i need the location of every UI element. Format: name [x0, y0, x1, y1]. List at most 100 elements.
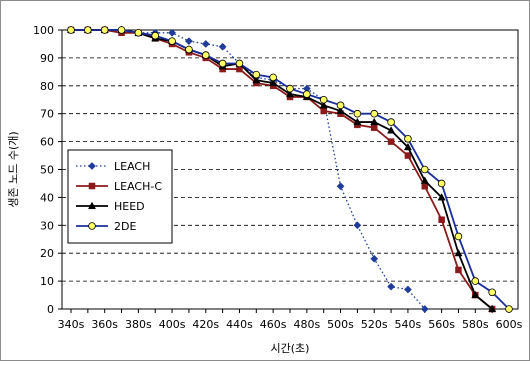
- data-point-2de: [303, 90, 311, 98]
- data-point-heed: [387, 126, 396, 134]
- data-point-2de: [404, 135, 412, 143]
- data-point-2de: [420, 165, 429, 174]
- x-axis-ticks: 340s 360s 380s 400s 420s 440s 460s 480s 500s 520s…: [58, 309, 523, 331]
- series-2de: [67, 26, 513, 313]
- data-point-leach: [403, 285, 412, 294]
- legend-label-heed: HEED: [114, 200, 145, 213]
- y-tick-label: 80: [40, 80, 54, 93]
- legend-marker-heed: [87, 201, 97, 210]
- y-tick-label: 0: [47, 303, 54, 316]
- data-point-2de: [286, 84, 294, 93]
- data-point-leach: [184, 37, 193, 46]
- y-axis-label: 생존 노드 수(개): [7, 131, 20, 207]
- data-point-leach-c: [455, 266, 462, 274]
- data-point-leach: [387, 282, 396, 291]
- data-point-2de: [168, 37, 176, 45]
- data-point-leach: [218, 42, 227, 51]
- series-line-leach: [71, 29, 426, 310]
- legend-label-leach-c: LEACH-C: [114, 180, 162, 193]
- data-point-2de: [269, 73, 277, 82]
- x-tick-label: 420s: [192, 318, 219, 331]
- data-point-heed: [403, 142, 412, 151]
- x-tick-label: 400s: [159, 318, 186, 331]
- data-point-heed: [437, 193, 446, 201]
- data-point-heed: [454, 248, 463, 257]
- y-tick-label: 10: [40, 275, 54, 288]
- y-tick-label: 20: [40, 247, 54, 260]
- data-point-2de: [84, 26, 92, 34]
- legend-marker-leach: [88, 162, 96, 170]
- data-point-2de: [235, 59, 244, 68]
- x-tick-label: 480s: [293, 318, 320, 331]
- data-point-2de: [437, 179, 446, 188]
- data-point-2de: [488, 288, 496, 297]
- legend-marker-leach-c: [88, 182, 96, 190]
- data-point-leach-c: [421, 182, 429, 190]
- data-point-2de: [370, 109, 379, 118]
- x-tick-label: 340s: [58, 318, 85, 331]
- data-point-heed: [370, 117, 379, 126]
- data-point-2de: [252, 70, 261, 79]
- series-layer: [66, 25, 513, 313]
- data-point-leach: [201, 39, 210, 48]
- data-point-heed: [336, 106, 345, 114]
- data-point-leach-c: [320, 107, 327, 115]
- y-tick-label: 60: [40, 136, 54, 149]
- y-tick-label: 50: [40, 164, 54, 177]
- data-point-2de: [100, 26, 109, 34]
- data-point-2de: [185, 45, 193, 54]
- x-tick-label: 600s: [496, 318, 523, 331]
- legend-marker-2de: [88, 222, 96, 230]
- data-point-2de: [134, 28, 143, 37]
- data-point-2de: [471, 277, 480, 285]
- x-tick-label: 500s: [327, 318, 354, 331]
- data-point-leach: [353, 221, 362, 230]
- data-point-leach-c: [438, 216, 445, 223]
- x-tick-label: 460s: [260, 318, 287, 331]
- data-point-leach: [420, 305, 429, 313]
- data-point-2de: [319, 95, 328, 104]
- data-point-leach: [370, 254, 379, 263]
- data-point-leach-c: [404, 152, 412, 159]
- data-point-heed: [471, 290, 480, 299]
- legend-label-leach: LEACH: [114, 160, 150, 173]
- legend-label-2de: 2DE: [114, 220, 136, 233]
- y-tick-label: 100: [33, 24, 54, 37]
- x-tick-label: 440s: [226, 318, 253, 331]
- x-tick-label: 580s: [462, 318, 489, 331]
- y-axis-ticks: 0 10 20 30 40 50 60 70 80 90 100: [33, 24, 62, 316]
- y-tick-label: 40: [40, 191, 54, 204]
- data-point-2de: [387, 118, 395, 126]
- data-point-2de: [151, 31, 160, 40]
- data-point-heed: [420, 176, 429, 184]
- data-point-2de: [353, 109, 362, 118]
- x-tick-label: 520s: [361, 318, 388, 331]
- data-point-2de: [336, 101, 345, 110]
- y-tick-label: 90: [40, 52, 54, 65]
- data-point-heed: [488, 304, 497, 313]
- data-point-heed: [353, 117, 362, 126]
- data-point-heed: [252, 75, 261, 84]
- x-tick-label: 560s: [428, 318, 455, 331]
- data-point-2de: [117, 26, 126, 34]
- data-point-leach-c: [370, 124, 378, 131]
- x-tick-label: 540s: [395, 318, 422, 331]
- y-tick-label: 30: [40, 219, 54, 232]
- data-point-heed: [319, 101, 328, 109]
- data-point-leach-c: [387, 138, 395, 145]
- data-point-2de: [67, 26, 75, 34]
- legend: LEACH LEACH-C HEED 2DE: [67, 149, 173, 244]
- x-tick-label: 380s: [125, 318, 152, 331]
- x-axis-label: 시간(초): [271, 342, 310, 355]
- data-point-2de: [201, 51, 210, 59]
- data-point-leach: [336, 182, 345, 191]
- data-point-leach: [168, 28, 177, 37]
- data-point-2de: [454, 232, 463, 241]
- data-point-2de: [218, 59, 227, 68]
- y-tick-label: 70: [40, 108, 54, 121]
- grid-lines: [62, 57, 518, 282]
- data-point-2de: [505, 305, 513, 313]
- x-tick-label: 360s: [91, 318, 118, 331]
